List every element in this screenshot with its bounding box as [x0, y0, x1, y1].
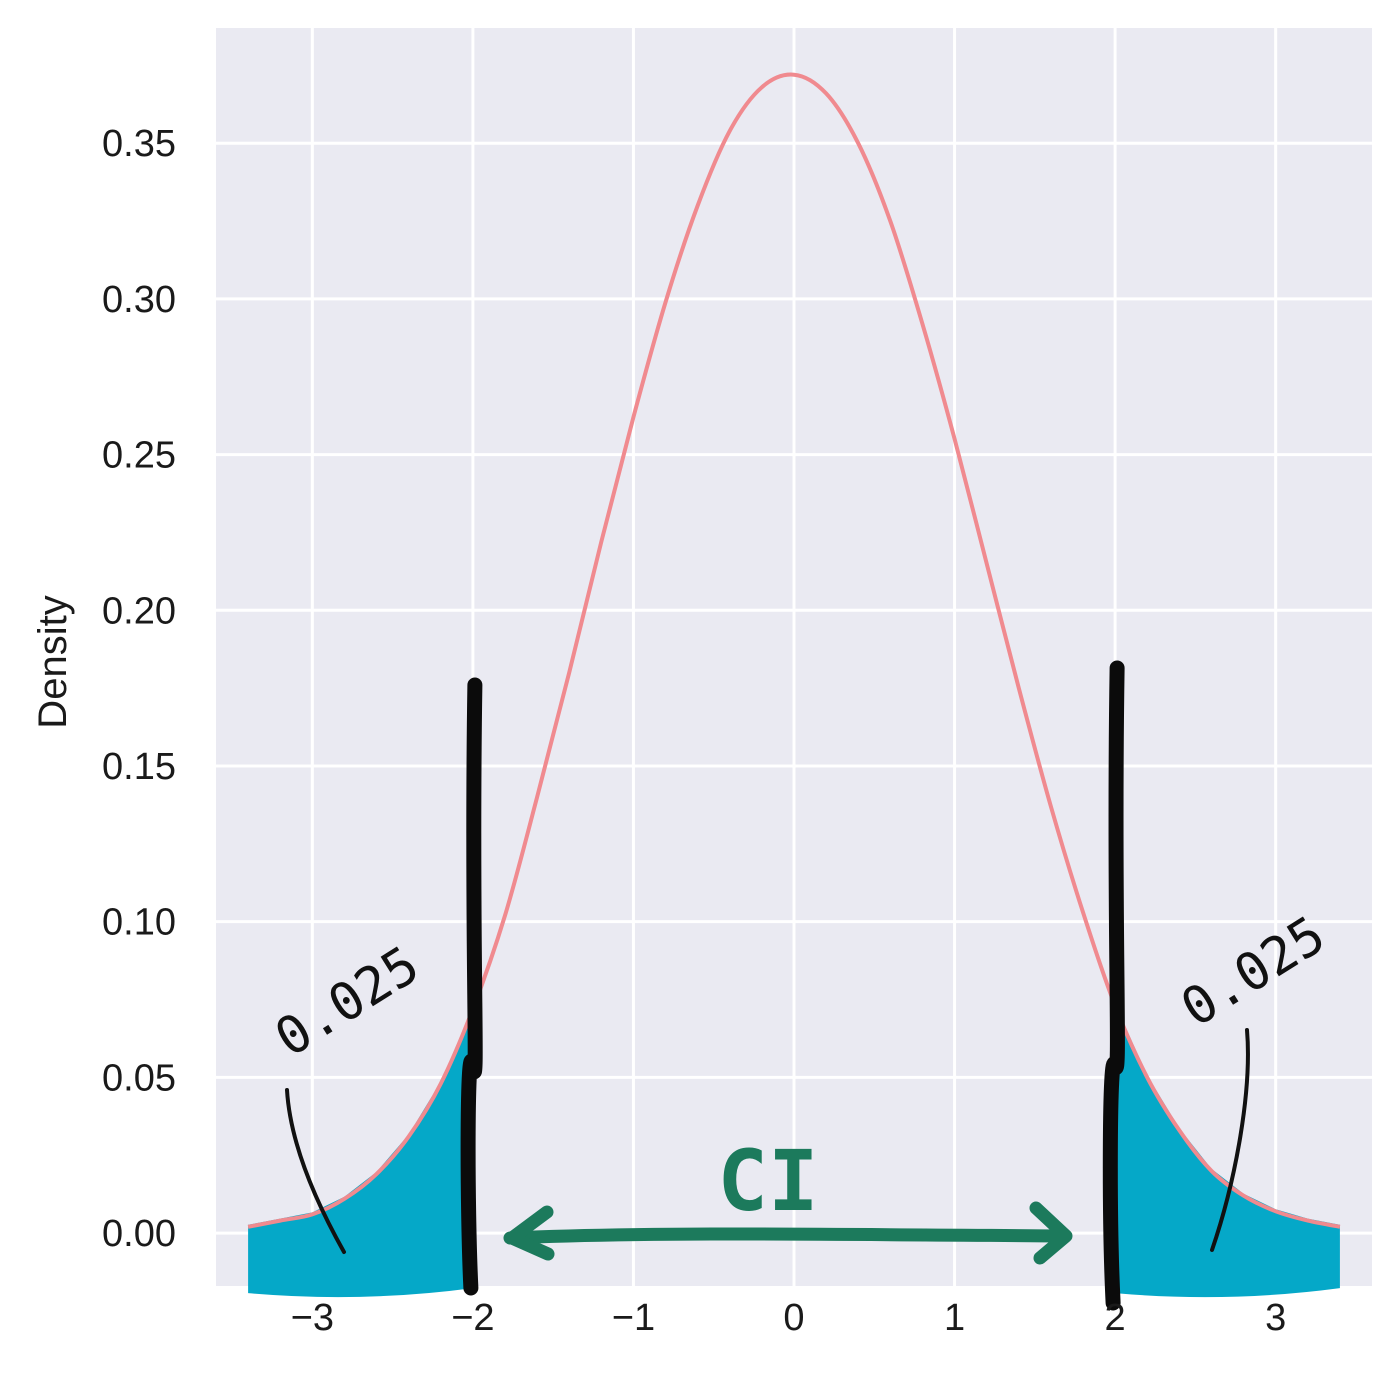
density-curve [247, 72, 1341, 1229]
x-tick-label: −1 [612, 1297, 655, 1339]
ci-label: CI [717, 1132, 818, 1230]
y-tick-label: 0.30 [102, 279, 176, 321]
x-tick-label: 3 [1265, 1297, 1286, 1339]
y-tick-label: 0.35 [102, 123, 176, 165]
y-tick-label: 0.10 [102, 902, 176, 944]
tail-areas [248, 1003, 1340, 1298]
critical-bounds [460, 660, 1125, 1311]
y-tick-label: 0.00 [102, 1213, 176, 1255]
right-tail-pointer [1210, 1028, 1250, 1252]
y-tick-labels: 0.00 0.05 0.10 0.15 0.20 0.25 0.30 0.35 [102, 123, 176, 1255]
right-tail-fill [1115, 1003, 1340, 1298]
x-tick-label: 2 [1105, 1297, 1126, 1339]
x-tick-labels: −3 −2 −1 0 1 2 3 [291, 1297, 1287, 1339]
x-tick-label: 1 [944, 1297, 965, 1339]
y-tick-label: 0.20 [102, 590, 176, 632]
critical-bound-line [460, 677, 483, 1296]
left-tail-fill [248, 1006, 473, 1298]
y-tick-label: 0.05 [102, 1057, 176, 1099]
ci-arrow-shaft [503, 1227, 1071, 1245]
x-tick-label: 0 [783, 1297, 804, 1339]
ci-arrow-right-head [1029, 1201, 1073, 1265]
confidence-interval-arrow: CI [503, 1132, 1073, 1265]
x-tick-label: −2 [451, 1297, 494, 1339]
y-axis-label: Density [31, 595, 75, 728]
x-tick-label: −3 [291, 1297, 334, 1339]
ci-arrow-left-head [505, 1205, 555, 1261]
y-tick-label: 0.15 [102, 746, 176, 788]
y-tick-label: 0.25 [102, 435, 176, 477]
critical-bound-line [1102, 660, 1125, 1311]
left-tail-pointer [285, 1088, 346, 1254]
